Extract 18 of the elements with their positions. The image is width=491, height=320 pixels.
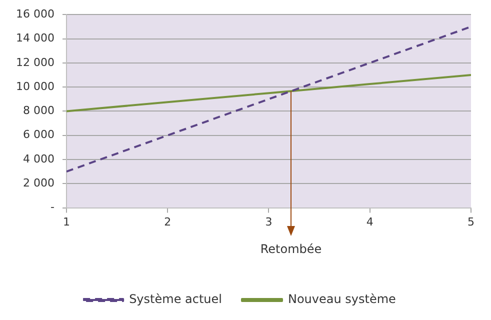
y-tick-label: 6 000 (22, 128, 54, 142)
x-tick-label: 3 (265, 215, 272, 228)
line-series (66, 26, 471, 173)
y-tick-label: 10 000 (16, 80, 54, 93)
x-tick-label: 1 (62, 215, 70, 228)
y-tick-label: 8 000 (22, 104, 54, 118)
legend-label: Nouveau système (288, 292, 396, 306)
y-tick-label: 12 000 (16, 56, 54, 69)
x-tick-label: 2 (164, 215, 172, 228)
legend-label: Système actuel (129, 292, 222, 306)
x-tick-label: 5 (468, 215, 474, 228)
x-tick-label: 4 (366, 215, 374, 228)
y-tick-label: 14 000 (16, 32, 54, 45)
y-tick-label: 2 000 (22, 176, 54, 190)
y-tick-label: 4 000 (22, 152, 54, 166)
y-tick-label: - (50, 200, 55, 214)
ref-line-label: Retombée (260, 242, 322, 256)
y-tick-label: 16 000 (16, 7, 54, 20)
